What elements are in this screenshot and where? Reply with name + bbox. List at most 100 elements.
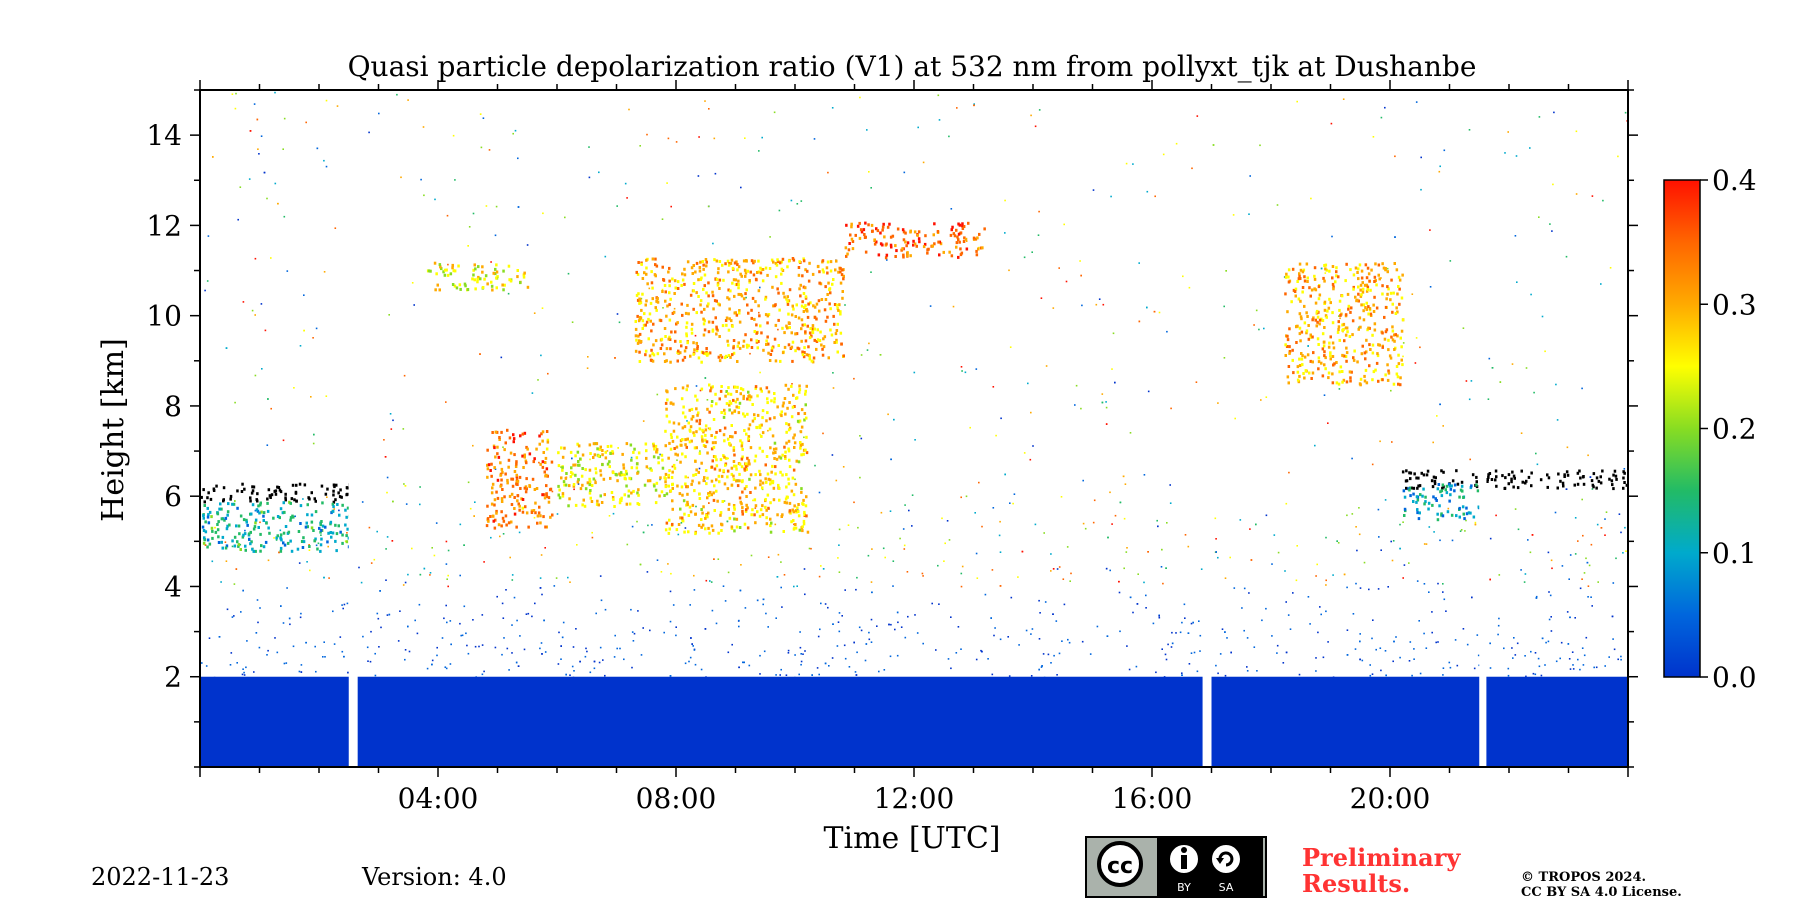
pixel [731, 435, 734, 439]
pixel [1520, 469, 1523, 473]
speckle [463, 605, 466, 608]
pixel [712, 307, 715, 311]
speckle [999, 520, 1001, 523]
feature-ice-cloud-1 [485, 428, 554, 530]
speckle [998, 534, 1001, 537]
pixel [239, 548, 242, 551]
pixel [780, 272, 783, 276]
pixel [695, 311, 698, 315]
pixel [694, 532, 697, 536]
speckle [780, 668, 782, 671]
speckle [1489, 537, 1492, 540]
pixel [242, 518, 246, 522]
pixel [513, 512, 517, 516]
pixel [236, 506, 239, 510]
pixel [284, 525, 288, 528]
speckle [1429, 286, 1432, 288]
pixel [715, 332, 718, 336]
pixel [652, 353, 656, 357]
pixel [220, 507, 223, 511]
pixel [742, 297, 746, 301]
pixel [787, 428, 791, 432]
speckle [591, 531, 593, 534]
speckle [1346, 629, 1349, 631]
speckle [540, 554, 543, 556]
speckle [1402, 577, 1404, 579]
speckle [447, 549, 450, 552]
speckle [273, 537, 275, 539]
pixel [212, 489, 216, 492]
pixel [774, 323, 778, 327]
speckle [832, 623, 834, 625]
speckle [299, 345, 302, 347]
speckle [540, 642, 543, 644]
speckle [727, 571, 730, 574]
pixel [464, 284, 467, 288]
pixel [513, 470, 517, 473]
pixel [203, 504, 206, 507]
speckle [539, 577, 542, 579]
pixel [262, 519, 265, 522]
pixel [671, 470, 674, 474]
pixel [766, 314, 770, 318]
pixel [279, 537, 283, 541]
speckle [429, 572, 432, 574]
speckle [474, 645, 477, 648]
pixel [722, 454, 725, 458]
pixel [504, 514, 508, 518]
speckle [904, 504, 906, 506]
pixel [507, 521, 511, 525]
speckle [859, 435, 861, 437]
speckle [300, 612, 302, 615]
speckle [1030, 675, 1033, 677]
speckle [435, 522, 438, 524]
pixel [1417, 484, 1420, 488]
pixel [568, 497, 571, 501]
pixel [222, 498, 225, 502]
speckle [903, 548, 906, 550]
pixel [729, 443, 732, 447]
speckle [853, 501, 855, 504]
pixel [597, 503, 600, 507]
pixel [1449, 487, 1453, 491]
speckle [1069, 580, 1071, 582]
pixel [506, 428, 509, 432]
pixel [711, 528, 715, 532]
pixel [533, 457, 536, 461]
speckle [1143, 474, 1146, 476]
pixel [730, 258, 734, 262]
speckle [235, 92, 237, 95]
pixel [788, 426, 792, 430]
pixel [761, 268, 765, 271]
pixel [539, 462, 542, 466]
pixel [727, 297, 731, 301]
speckle [686, 420, 688, 422]
pixel [206, 538, 210, 542]
speckle [473, 515, 475, 517]
pixel [244, 544, 247, 548]
pixel [486, 282, 489, 286]
pixel [695, 468, 698, 472]
speckle [322, 656, 324, 658]
pixel [740, 465, 744, 469]
speckle [1544, 664, 1546, 666]
speckle [434, 198, 436, 201]
pixel [806, 269, 809, 273]
speckle [961, 370, 963, 372]
speckle [1589, 476, 1592, 478]
pixel [810, 359, 814, 363]
speckle [1319, 606, 1321, 608]
speckle [403, 483, 405, 485]
pixel [780, 267, 784, 271]
speckle [579, 660, 581, 663]
speckle [1285, 601, 1287, 603]
pixel [706, 476, 709, 480]
speckle [1497, 624, 1500, 627]
pixel [826, 271, 829, 275]
speckle [467, 245, 469, 247]
pixel [326, 540, 329, 544]
pixel [773, 457, 776, 460]
pixel [687, 312, 690, 316]
speckle [775, 617, 777, 619]
speckle [964, 371, 967, 374]
